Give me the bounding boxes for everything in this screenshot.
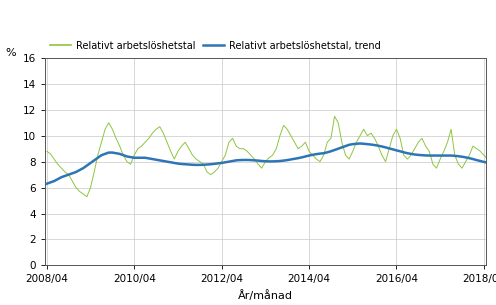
Text: %: % <box>5 48 15 58</box>
X-axis label: År/månad: År/månad <box>238 290 293 301</box>
Legend: Relativt arbetslöshetstal, Relativt arbetslöshetstal, trend: Relativt arbetslöshetstal, Relativt arbe… <box>50 41 381 51</box>
